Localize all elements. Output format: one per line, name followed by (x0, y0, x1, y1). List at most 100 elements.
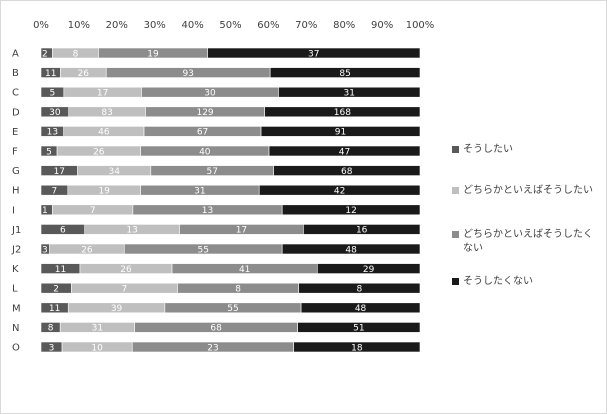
bar-data-label: 48 (355, 304, 367, 314)
legend-label-1: そうしたい (463, 144, 513, 155)
bar-data-label: 26 (120, 265, 132, 275)
bar-data-label: 91 (335, 128, 346, 138)
x-tick-label: 50% (219, 20, 241, 31)
legend-label-3-line-2: ない (463, 243, 483, 254)
bar-segment (293, 341, 421, 353)
bar-data-label: 12 (345, 206, 356, 216)
bar-data-label: 93 (182, 69, 193, 79)
x-tick-label: 30% (144, 20, 166, 31)
bar-data-label: 10 (91, 343, 103, 353)
y-category-label: N (12, 323, 19, 334)
y-category-label: A (12, 49, 19, 60)
bar-segment (298, 282, 421, 294)
bar-segment (268, 145, 421, 157)
bar-data-label: 26 (81, 245, 93, 255)
bar-data-label: 26 (78, 69, 90, 79)
legend-label-2: どちらかといえばそうしたい (463, 185, 593, 196)
bar-data-label: 13 (202, 206, 213, 216)
y-category-label: M (12, 303, 21, 314)
y-category-label: K (12, 264, 19, 275)
bar-segment (273, 165, 421, 176)
bar-data-label: 30 (49, 108, 61, 118)
legend-label-3: どちらかといえばそうしたく ない (463, 228, 603, 256)
x-tick-label: 70% (295, 20, 317, 31)
bar-data-label: 7 (52, 187, 58, 197)
y-category-label: J1 (11, 225, 21, 236)
y-category-label: O (12, 343, 20, 354)
bar-data-label: 17 (54, 167, 65, 177)
bar-data-label: 31 (343, 89, 354, 99)
bar-data-label: 34 (108, 167, 120, 177)
bar-data-label: 2 (42, 49, 48, 59)
y-category-label: L (12, 284, 18, 295)
bar-data-label: 11 (45, 69, 56, 79)
bar-data-label: 55 (197, 245, 208, 255)
x-axis-ticks: 0% 10% 20% 30% 40% 50% 60% 70% 80% 90% 100% (33, 20, 434, 31)
bar-data-label: 19 (98, 187, 110, 197)
bar-segment (269, 67, 421, 78)
bar-data-label: 16 (356, 226, 368, 236)
bar-data-label: 85 (339, 69, 350, 79)
bar-data-label: 11 (49, 304, 60, 314)
bar-data-label: 37 (308, 49, 319, 59)
bar-data-label: 13 (47, 128, 58, 138)
bar-data-label: 19 (147, 49, 159, 59)
bar-segment (260, 126, 421, 137)
bar-data-label: 30 (204, 89, 216, 99)
bar-data-label: 39 (111, 304, 123, 314)
bar-data-label: 129 (196, 108, 213, 118)
bar-segment (316, 263, 421, 274)
bar-data-label: 17 (97, 89, 108, 99)
bar-data-label: 47 (339, 147, 350, 157)
bar-data-label: 8 (356, 285, 362, 295)
x-tick-label: 0% (33, 20, 49, 31)
bar-data-label: 1 (42, 206, 48, 216)
x-tick-label: 20% (106, 20, 128, 31)
bar-data-label: 13 (126, 226, 137, 236)
bar-segment (281, 204, 421, 216)
y-category-label: C (12, 88, 19, 99)
legend-label-3-line-1: どちらかといえばそうしたく (463, 229, 593, 240)
bar-data-label: 8 (48, 324, 54, 334)
bar-segment (258, 184, 421, 196)
bar-data-label: 41 (239, 265, 250, 275)
bar-data-label: 68 (341, 167, 353, 177)
y-category-label: I (12, 205, 15, 216)
bar-data-label: 55 (227, 304, 238, 314)
bar-data-label: 57 (206, 167, 217, 177)
bar-data-label: 68 (210, 324, 222, 334)
legend-swatch-1 (452, 146, 459, 153)
legend-label-4: そうしたくない (463, 276, 533, 287)
bar-data-label: 29 (363, 265, 375, 275)
bar-data-label: 3 (42, 245, 48, 255)
x-tick-label: 100% (406, 20, 435, 31)
bar-data-label: 8 (73, 49, 79, 59)
y-category-label: J2 (11, 245, 21, 256)
bar-data-label: 31 (92, 324, 103, 334)
bar-data-label: 40 (199, 147, 211, 157)
bar-data-label: 7 (122, 285, 128, 295)
y-category-label: E (12, 127, 18, 138)
x-tick-label: 90% (371, 20, 393, 31)
bar-segment (303, 224, 421, 235)
bar-data-label: 8 (235, 285, 241, 295)
y-category-label: G (12, 166, 20, 177)
bar-data-label: 83 (101, 108, 112, 118)
bar-data-label: 11 (55, 265, 66, 275)
y-category-label: H (12, 186, 20, 197)
bar-data-label: 7 (90, 206, 96, 216)
bar-data-label: 42 (334, 187, 345, 197)
bar-data-label: 17 (236, 226, 247, 236)
y-category-label: D (12, 107, 20, 118)
bar-data-label: 23 (207, 343, 218, 353)
bar-segment (281, 243, 421, 255)
x-tick-label: 60% (257, 20, 279, 31)
legend-swatch-3 (452, 231, 459, 238)
bar-data-label: 46 (98, 128, 110, 138)
bar-data-label: 168 (334, 108, 351, 118)
legend-swatch-4 (452, 278, 459, 285)
